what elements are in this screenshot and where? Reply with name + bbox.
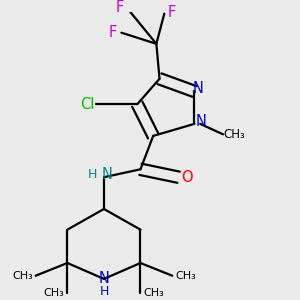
Text: F: F xyxy=(108,25,117,40)
Text: H: H xyxy=(99,285,109,298)
Text: N: N xyxy=(196,114,207,129)
Text: N: N xyxy=(102,167,112,182)
Text: N: N xyxy=(98,272,110,286)
Text: Cl: Cl xyxy=(80,97,94,112)
Text: CH₃: CH₃ xyxy=(175,271,196,281)
Text: O: O xyxy=(181,170,192,185)
Text: CH₃: CH₃ xyxy=(44,288,64,298)
Text: CH₃: CH₃ xyxy=(143,288,164,298)
Text: H: H xyxy=(88,168,98,181)
Text: F: F xyxy=(116,0,124,15)
Text: CH₃: CH₃ xyxy=(223,128,245,141)
Text: N: N xyxy=(192,81,203,96)
Text: F: F xyxy=(168,4,176,20)
Text: CH₃: CH₃ xyxy=(12,271,33,281)
